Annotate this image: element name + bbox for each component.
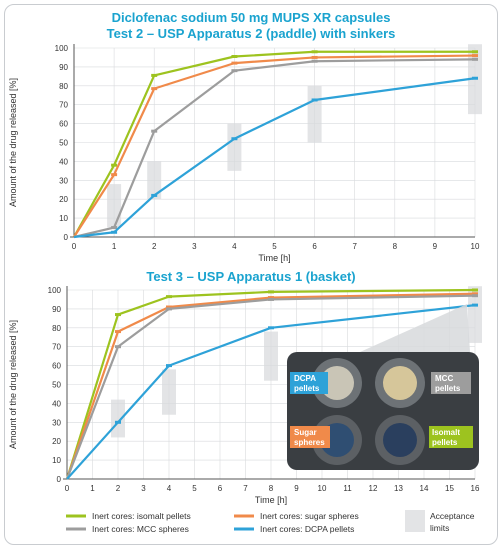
isomalt-tag (429, 426, 473, 448)
chart1-xtick-5: 5 (272, 242, 277, 251)
chart1-ytick-70: 70 (59, 101, 68, 110)
isomalt-tag-line2: pellets (432, 438, 458, 447)
chart1-xtick-3: 3 (192, 242, 197, 251)
chart2-xtick-5: 5 (192, 484, 197, 493)
chart1-ytick-80: 80 (59, 82, 68, 91)
chart2-xtick-3: 3 (141, 484, 146, 493)
chart2-ytick-100: 100 (48, 286, 62, 295)
chart1-subtitle: Test 2 – USP Apparatus 2 (paddle) with s… (107, 26, 396, 41)
chart2-ytick-90: 90 (52, 305, 61, 314)
chart1-xtick-6: 6 (312, 242, 317, 251)
mcc-tag (431, 372, 471, 394)
sugar-tag (290, 426, 330, 448)
chart1-ytick-20: 20 (59, 195, 68, 204)
chart2-ytick-50: 50 (52, 381, 61, 390)
mcc-tag-line1: MCC (435, 374, 453, 383)
chart2-ytick-60: 60 (52, 362, 61, 371)
chart1-xtick-10: 10 (471, 242, 480, 251)
chart1-line-dcpa (73, 77, 476, 239)
inset-callout (360, 304, 470, 352)
chart1-ylabel: Amount of the drug released [%] (8, 78, 18, 207)
chart1-ytick-100: 100 (55, 44, 69, 53)
sugar-tag-line1: Sugar (294, 428, 317, 437)
isomalt-tag-line1: Isomalt (432, 428, 460, 437)
legend-label-isomalt: Inert cores: isomalt pellets (92, 511, 191, 521)
chart2-xtick-15: 15 (445, 484, 454, 493)
chart1-line-isomalt (73, 50, 475, 238)
mcc-tag-line2: pellets (435, 384, 461, 393)
chart1-xtick-0: 0 (72, 242, 77, 251)
chart2-xtick-1: 1 (90, 484, 95, 493)
dcpa-tag-line1: DCPA (294, 374, 316, 383)
chart1-ytick-40: 40 (59, 157, 68, 166)
chart1-xtick-8: 8 (393, 242, 398, 251)
chart2-ytick-0: 0 (57, 475, 62, 484)
chart2-ytick-20: 20 (52, 437, 61, 446)
legend-label-acceptance-2: limits (430, 523, 449, 533)
chart2-xtick-16: 16 (471, 484, 480, 493)
chart1-title: Diclofenac sodium 50 mg MUPS XR capsules (112, 10, 391, 25)
chart2-xtick-10: 10 (318, 484, 327, 493)
chart1-ytick-10: 10 (59, 214, 68, 223)
chart1-ytick-50: 50 (59, 139, 68, 148)
chart1-line-mcc (73, 58, 476, 239)
chart2-xtick-0: 0 (65, 484, 70, 493)
chart2-xtick-12: 12 (369, 484, 378, 493)
chart2-xtick-6: 6 (218, 484, 223, 493)
chart1-line-sugar (73, 54, 476, 238)
chart2-ytick-10: 10 (52, 456, 61, 465)
legend-label-sugar: Inert cores: sugar spheres (260, 511, 359, 521)
chart2-ylabel: Amount of the drug released [%] (8, 320, 18, 449)
chart1-plot: 0 10 20 30 40 50 60 70 80 90 100 0 1 2 3 4 5 6 7 8 9 10 Time [… (8, 44, 482, 263)
chart2-xlabel: Time [h] (255, 495, 287, 505)
chart1-ytick-0: 0 (64, 233, 69, 242)
legend-label-acceptance-1: Acceptance (430, 511, 475, 521)
legend-swatch-acceptance (405, 510, 425, 532)
chart1-xtick-4: 4 (232, 242, 237, 251)
chart1-ytick-90: 90 (59, 63, 68, 72)
legend: Inert cores: isomalt pellets Inert cores… (66, 510, 475, 534)
chart1-xtick-1: 1 (112, 242, 117, 251)
chart2-xtick-8: 8 (269, 484, 274, 493)
chart1-ytick-30: 30 (59, 176, 68, 185)
chart2-xtick-2: 2 (116, 484, 121, 493)
chart2-xtick-7: 7 (243, 484, 248, 493)
chart1-xtick-7: 7 (352, 242, 357, 251)
pellet-photo-inset: DCPA pellets MCC pellets Sugar spheres I… (287, 304, 479, 470)
chart2-ytick-80: 80 (52, 324, 61, 333)
dcpa-tag-line2: pellets (294, 384, 320, 393)
chart2-ytick-30: 30 (52, 418, 61, 427)
chart1-ytick-60: 60 (59, 120, 68, 129)
sugar-tag-line2: spheres (294, 438, 325, 447)
dcpa-tag (290, 372, 328, 394)
chart2-xtick-14: 14 (420, 484, 429, 493)
legend-label-dcpa: Inert cores: DCPA pellets (260, 524, 354, 534)
chart1-xtick-9: 9 (433, 242, 438, 251)
figure-frame (4, 4, 498, 545)
chart2-xtick-4: 4 (167, 484, 172, 493)
chart2-ytick-70: 70 (52, 343, 61, 352)
chart2-ytick-40: 40 (52, 399, 61, 408)
chart1-xtick-2: 2 (152, 242, 157, 251)
chart2-xtick-9: 9 (294, 484, 299, 493)
chart2-title: Test 3 – USP Apparatus 1 (basket) (146, 269, 355, 284)
chart2-xtick-11: 11 (343, 484, 352, 493)
chart2-xtick-13: 13 (394, 484, 403, 493)
chart1-xlabel: Time [h] (258, 253, 290, 263)
legend-label-mcc: Inert cores: MCC spheres (92, 524, 189, 534)
